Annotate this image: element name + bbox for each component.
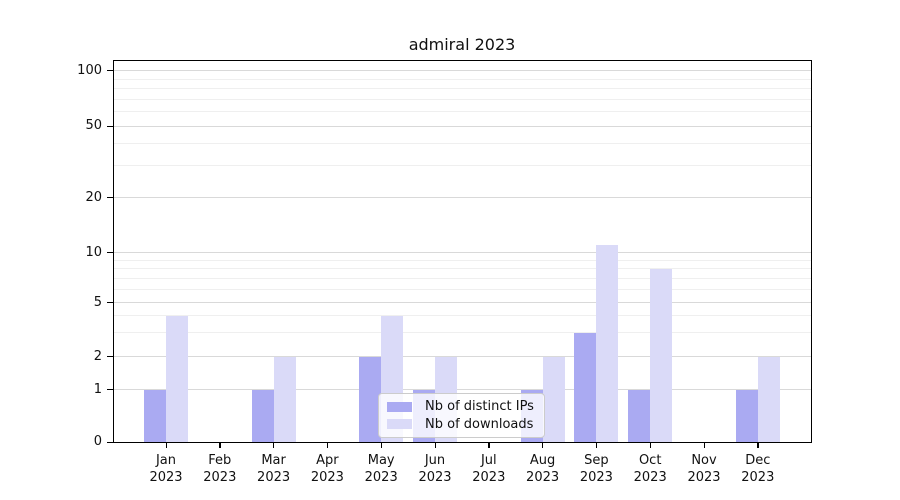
bar-distinct-ips-sep [574, 332, 597, 442]
grid-line-minor [114, 98, 811, 100]
grid-line-major [114, 302, 811, 304]
grid-line-minor [114, 88, 811, 89]
y-tick-label-20: 20 [85, 189, 102, 205]
x-tick-label-oct: Oct 2023 [633, 453, 667, 485]
x-tick-mark [595, 443, 598, 448]
legend-swatch-downloads [387, 419, 412, 430]
x-tick-mark [542, 443, 544, 448]
bar-distinct-ips-dec [735, 389, 758, 442]
y-tick-mark [107, 125, 113, 127]
bar-distinct-ips-may [359, 356, 382, 442]
y-tick-mark [107, 252, 113, 254]
bar-distinct-ips-mar [251, 389, 274, 442]
x-tick-label-jan: Jan 2023 [149, 453, 183, 485]
y-tick-mark [107, 197, 113, 199]
y-tick-label-2: 2 [93, 348, 102, 364]
y-tick-mark [107, 356, 113, 358]
grid-line-minor [114, 78, 811, 80]
grid-line-major [114, 389, 811, 390]
y-tick-label-1: 1 [93, 381, 102, 397]
legend-label-downloads: Nb of downloads [425, 416, 534, 432]
bar-distinct-ips-oct [628, 389, 651, 442]
legend-item-downloads: Nb of downloads [387, 416, 536, 434]
x-tick-label-feb: Feb 2023 [203, 453, 237, 485]
legend-item-distinct-ips: Nb of distinct IPs [387, 398, 536, 416]
bar-downloads-aug [542, 356, 565, 442]
grid-line-minor [114, 110, 811, 112]
x-tick-label-dec: Dec 2023 [741, 453, 775, 485]
x-tick-mark [326, 443, 329, 448]
x-tick-mark [703, 443, 705, 448]
gridlines-layer [114, 61, 811, 442]
legend: Nb of distinct IPs Nb of downloads [378, 393, 545, 438]
grid-line-major [114, 252, 811, 254]
x-tick-label-apr: Apr 2023 [310, 453, 344, 485]
grid-line-major [114, 125, 811, 127]
y-tick-mark [107, 389, 113, 391]
bar-distinct-ips-jan [144, 389, 166, 442]
x-tick-mark [165, 443, 167, 448]
bar-downloads-jan [166, 315, 188, 442]
grid-line-minor [114, 259, 811, 261]
grid-line-minor [114, 289, 811, 291]
y-tick-label-5: 5 [93, 294, 102, 310]
x-tick-label-sep: Sep 2023 [579, 453, 613, 485]
x-tick-label-aug: Aug 2023 [526, 453, 560, 485]
grid-line-minor [114, 142, 811, 144]
plot-area [113, 60, 812, 443]
x-tick-label-may: May 2023 [364, 453, 398, 485]
x-tick-mark [219, 443, 221, 448]
grid-line-minor [114, 315, 811, 317]
bar-downloads-sep [596, 245, 619, 442]
grid-line-major [114, 356, 811, 358]
grid-line-minor [114, 165, 811, 167]
bar-downloads-oct [650, 268, 673, 442]
x-tick-mark [757, 443, 759, 448]
y-tick-label-100: 100 [77, 62, 102, 78]
y-tick-label-0: 0 [93, 434, 102, 449]
grid-line-minor [114, 332, 811, 334]
x-tick-mark [273, 443, 275, 448]
grid-line-minor [114, 268, 811, 270]
y-tick-label-10: 10 [85, 244, 102, 260]
y-tick-mark [107, 302, 113, 304]
x-tick-label-jul: Jul 2023 [472, 453, 506, 485]
x-tick-mark [380, 443, 382, 448]
x-tick-mark [488, 443, 490, 448]
legend-label-distinct-ips: Nb of distinct IPs [425, 399, 534, 415]
y-tick-mark [107, 70, 113, 72]
x-tick-label-mar: Mar 2023 [257, 453, 291, 485]
x-tick-label-nov: Nov 2023 [687, 453, 721, 485]
y-tick-label-50: 50 [85, 118, 102, 133]
bars-layer [114, 61, 811, 442]
bar-downloads-mar [273, 356, 296, 442]
x-tick-mark [649, 443, 651, 448]
bar-downloads-dec [757, 356, 780, 442]
grid-line-major [114, 70, 811, 72]
x-tick-mark [434, 443, 436, 448]
grid-line-major [114, 197, 811, 199]
grid-line-minor [114, 277, 811, 279]
x-tick-label-jun: Jun 2023 [418, 453, 452, 485]
y-tick-mark [107, 441, 113, 443]
legend-swatch-distinct-ips [387, 401, 412, 412]
chart-title: admiral 2023 [408, 35, 516, 54]
